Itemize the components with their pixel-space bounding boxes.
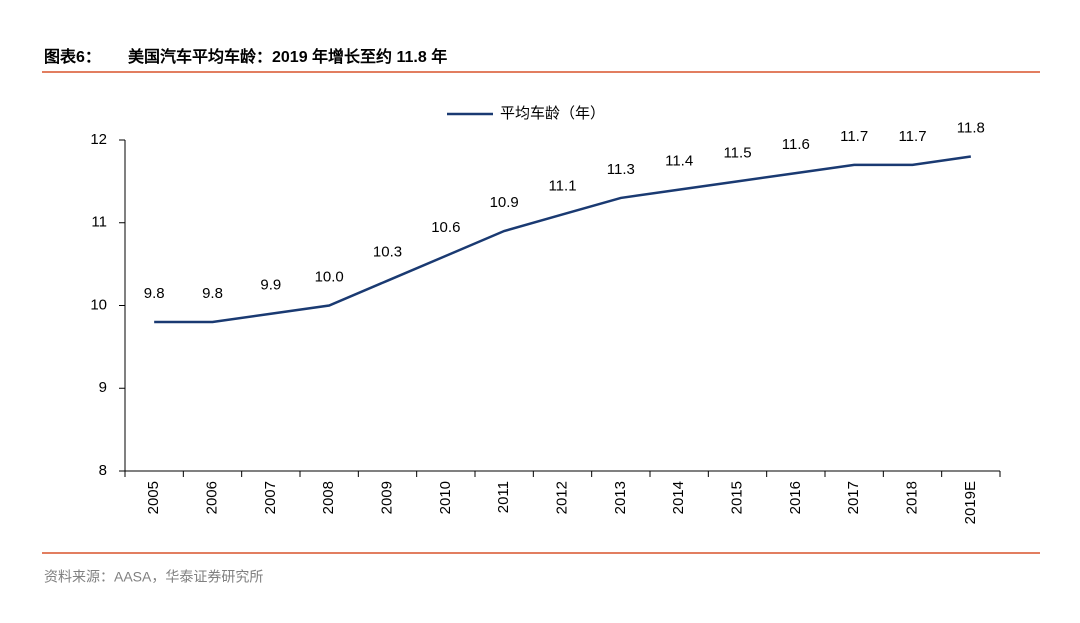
- x-tick-label: 2007: [262, 481, 279, 514]
- x-tick-label: 2012: [553, 481, 570, 514]
- data-label: 11.6: [782, 136, 810, 153]
- y-tick-label: 11: [91, 214, 107, 231]
- data-label: 9.9: [260, 277, 281, 294]
- data-label: 11.1: [548, 177, 576, 194]
- data-label: 10.0: [315, 268, 344, 285]
- legend-label: 平均车龄（年）: [500, 105, 605, 122]
- x-tick-label: 2009: [378, 481, 395, 514]
- y-tick-label: 10: [90, 296, 107, 313]
- data-label: 9.8: [144, 285, 165, 302]
- figure-label: 图表6：: [44, 47, 101, 66]
- x-tick-label: 2008: [320, 481, 337, 514]
- x-tick-label: 2014: [670, 481, 687, 514]
- x-tick-label: 2005: [145, 481, 162, 514]
- series-line: [154, 155, 972, 324]
- y-tick-label: 12: [90, 131, 107, 148]
- data-label: 9.8: [202, 285, 223, 302]
- x-tick-label: 2011: [495, 481, 512, 513]
- x-tick-label: 2015: [728, 481, 745, 514]
- y-tick-label: 9: [99, 379, 107, 396]
- y-tick-label: 8: [99, 462, 107, 479]
- data-label: 11.8: [957, 120, 985, 137]
- data-label: 10.3: [373, 244, 402, 261]
- chart-title: 美国汽车平均车龄：2019 年增长至约 11.8 年: [128, 47, 447, 66]
- data-label: 11.7: [898, 128, 926, 145]
- x-tick-label: 2018: [903, 481, 920, 514]
- data-label: 11.3: [607, 161, 635, 178]
- x-tick-label: 2006: [203, 481, 220, 514]
- x-tick-label: 2016: [787, 481, 804, 514]
- x-tick-label: 2019E: [962, 481, 979, 524]
- data-label: 11.5: [723, 144, 751, 161]
- source-note: 资料来源：AASA，华泰证券研究所: [44, 569, 263, 585]
- data-label: 10.6: [431, 219, 460, 236]
- data-label: 11.7: [840, 128, 868, 145]
- x-tick-label: 2013: [612, 481, 629, 514]
- data-label: 10.9: [490, 194, 519, 211]
- data-label: 11.4: [665, 153, 693, 170]
- x-tick-label: 2017: [845, 481, 862, 514]
- x-tick-label: 2010: [437, 481, 454, 514]
